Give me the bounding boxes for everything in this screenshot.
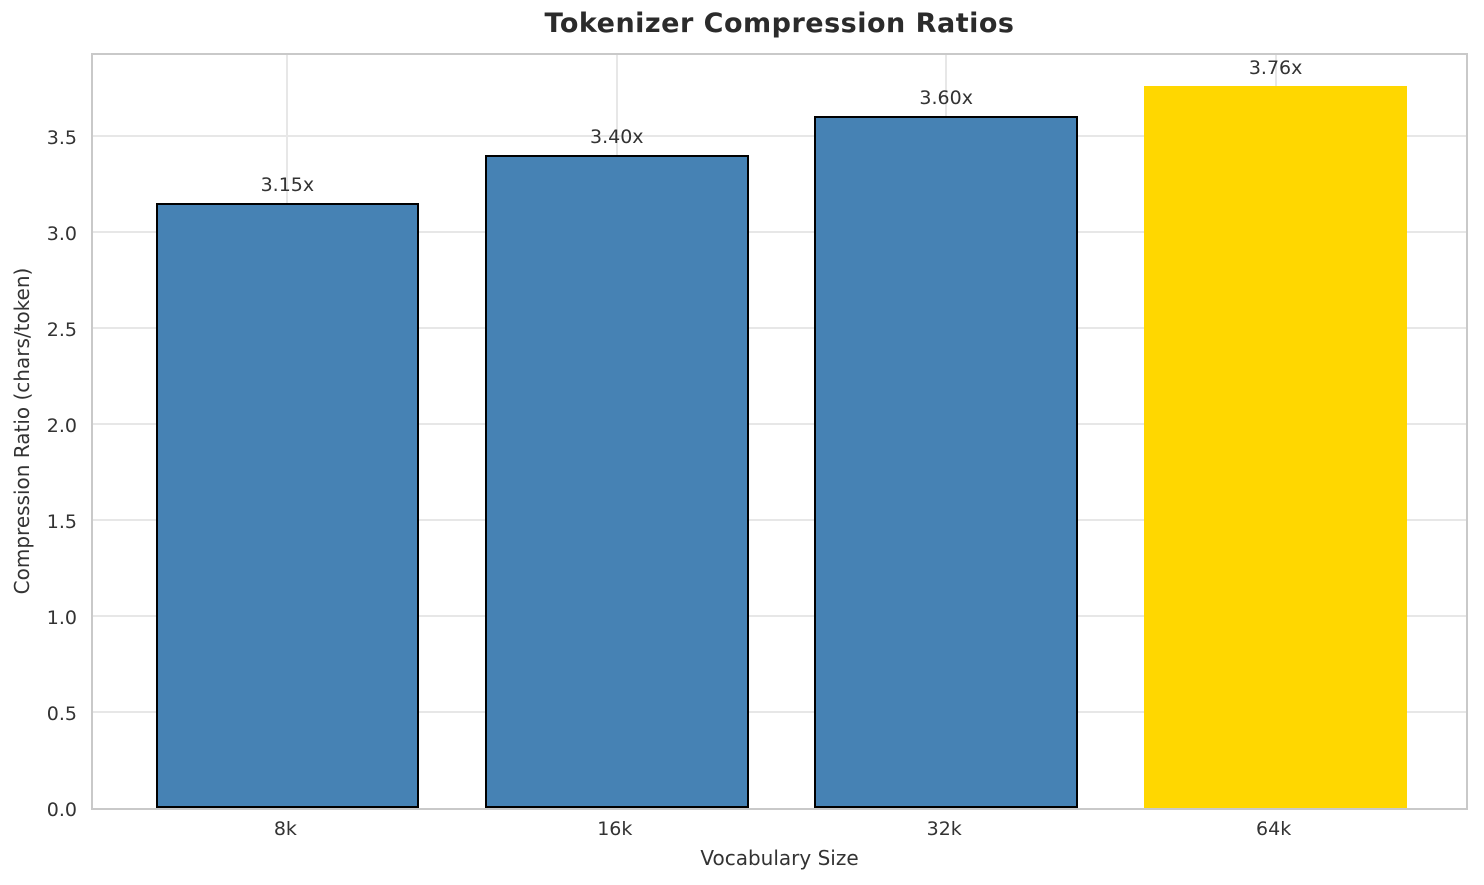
y-tick-label: 1.0 [46, 606, 77, 629]
y-gridline [93, 422, 1466, 425]
plot-area: 3.15x 3.40x 3.60x 3.76x [91, 53, 1468, 810]
y-tick-label: 3.5 [46, 126, 77, 149]
x-tick-label: 16k [597, 818, 633, 840]
bar-16k [485, 154, 749, 808]
y-gridline [93, 518, 1466, 521]
y-tick-label: 3.0 [46, 222, 77, 245]
y-gridline [93, 710, 1466, 713]
y-gridline [93, 614, 1466, 617]
chart-title: Tokenizer Compression Ratios [544, 8, 1015, 39]
y-tick-label: 0.0 [46, 799, 77, 821]
y-gridline [93, 326, 1466, 329]
y-tick-label: 0.5 [46, 702, 77, 725]
y-gridline [93, 230, 1466, 233]
bar-value-label: 3.60x [919, 87, 973, 110]
y-tick-label: 2.5 [46, 318, 77, 341]
bar-8k [155, 202, 420, 808]
x-tick-label: 64k [1256, 818, 1292, 840]
bar-value-label: 3.15x [260, 173, 315, 196]
y-tick-label: 2.0 [46, 414, 77, 437]
bar-64k [1143, 85, 1408, 808]
y-tick-label: 1.5 [46, 510, 77, 533]
x-tick-label: 32k [926, 818, 962, 840]
x-tick-label: 8k [273, 818, 297, 840]
y-gridline [93, 134, 1466, 137]
bar-32k [814, 116, 1078, 808]
x-axis-label: Vocabulary Size [700, 846, 859, 870]
bar-value-label: 3.40x [590, 125, 644, 148]
bar-value-label: 3.76x [1248, 56, 1303, 79]
